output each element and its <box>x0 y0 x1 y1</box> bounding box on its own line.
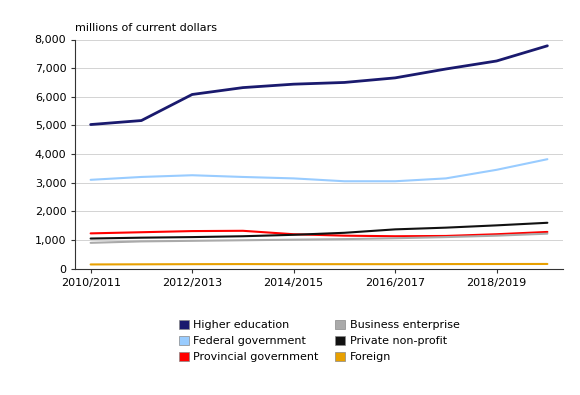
Text: millions of current dollars: millions of current dollars <box>75 23 218 33</box>
Legend: Higher education, Federal government, Provincial government, Business enterprise: Higher education, Federal government, Pr… <box>174 315 464 367</box>
